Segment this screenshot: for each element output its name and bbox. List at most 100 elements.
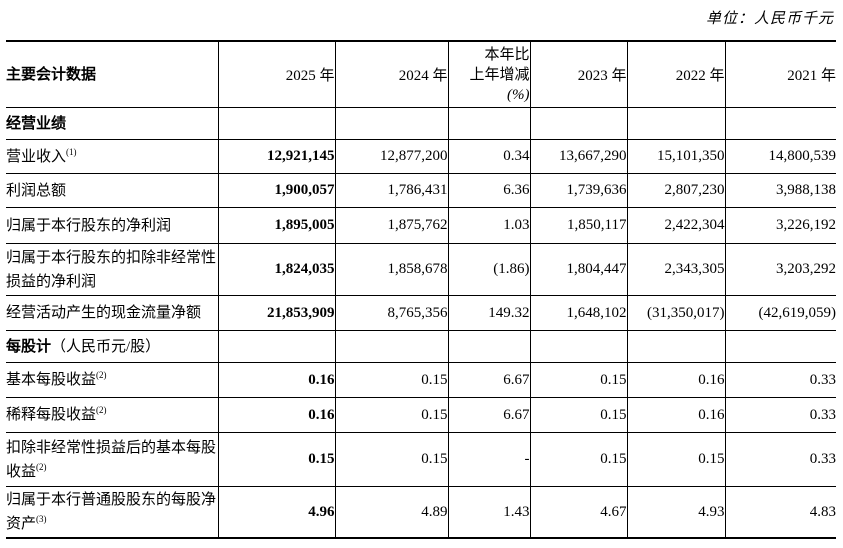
footnote-marker: (1) — [66, 146, 77, 157]
row-label: 经营活动产生的现金流量净额 — [6, 295, 218, 331]
header-yoy-line3: (%) — [507, 86, 530, 103]
table-cell — [334, 107, 448, 140]
table-cell: 1,824,035 — [217, 243, 335, 296]
table-cell — [529, 330, 627, 363]
section-label: 经营业绩 — [6, 107, 218, 140]
table-cell: 1,786,431 — [334, 173, 448, 208]
table-cell: 0.33 — [724, 362, 836, 398]
table-cell: 21,853,909 — [217, 295, 335, 331]
table-cell — [447, 107, 530, 140]
footnote-marker: (2) — [96, 405, 107, 415]
table-cell — [529, 107, 627, 140]
table-cell — [626, 107, 725, 140]
table-cell: 1,739,636 — [529, 173, 627, 208]
table-cell — [217, 107, 335, 140]
table-cell: 12,921,145 — [217, 139, 335, 174]
table-cell: 2,807,230 — [626, 173, 725, 208]
table-cell: - — [447, 432, 530, 487]
table-cell: 149.32 — [447, 295, 530, 331]
row-label: 扣除非经常性损益后的基本每股收益(2) — [6, 432, 218, 487]
section-title: 每股计 — [6, 338, 52, 355]
table-cell: 0.15 — [529, 362, 627, 398]
table-cell: 3,988,138 — [724, 173, 836, 208]
row-label-text: 归属于本行股东的扣除非经常性损益的净利润 — [6, 249, 217, 290]
table-cell: 2,422,304 — [626, 207, 725, 244]
table-cell: 3,226,192 — [724, 207, 836, 244]
table-cell: (1.86) — [447, 243, 530, 296]
row-label: 稀释每股收益(2) — [6, 397, 218, 433]
table-cell — [724, 107, 836, 140]
key-accounting-data-table: 主要会计数据 2025 年 2024 年 本年比 上年增减 (%) 2023 年… — [6, 40, 836, 539]
table-cell — [217, 330, 335, 363]
table-cell: 1,875,762 — [334, 207, 448, 244]
table-cell: 3,203,292 — [724, 243, 836, 296]
table-cell: 6.36 — [447, 173, 530, 208]
row-label: 利润总额 — [6, 173, 218, 208]
section-row-per-share: 每股计（人民币元/股） — [6, 330, 836, 363]
section-suffix: （人民币元/股） — [51, 338, 161, 355]
header-main-title: 主要会计数据 — [6, 41, 218, 108]
table-cell: 4.96 — [217, 486, 335, 539]
table-cell: 14,800,539 — [724, 139, 836, 174]
row-label: 营业收入(1) — [6, 139, 218, 174]
table-cell: 15,101,350 — [626, 139, 725, 174]
table-cell: 1.43 — [447, 486, 530, 539]
table-row-net-assets-per-share: 归属于本行普通股股东的每股净资产(3) 4.96 4.89 1.43 4.67 … — [6, 486, 836, 539]
section-row-operating-results: 经营业绩 — [6, 107, 836, 140]
table-cell: 0.16 — [626, 362, 725, 398]
table-cell: 0.15 — [529, 397, 627, 433]
table-cell: 1,858,678 — [334, 243, 448, 296]
table-cell: (42,619,059) — [724, 295, 836, 331]
table-row-diluted-eps: 稀释每股收益(2) 0.16 0.15 6.67 0.15 0.16 0.33 — [6, 397, 836, 433]
table-cell: 0.15 — [529, 432, 627, 487]
row-label: 归属于本行普通股股东的每股净资产(3) — [6, 486, 218, 539]
table-cell: 4.67 — [529, 486, 627, 539]
table-cell: 0.33 — [724, 432, 836, 487]
row-label: 基本每股收益(2) — [6, 362, 218, 398]
row-label-text: 基本每股收益 — [6, 372, 97, 388]
table-cell: 1,850,117 — [529, 207, 627, 244]
section-label: 每股计（人民币元/股） — [6, 330, 218, 363]
row-label: 归属于本行股东的扣除非经常性损益的净利润 — [6, 243, 218, 296]
table-cell: (31,350,017) — [626, 295, 725, 331]
table-row-operating-cash-flow: 经营活动产生的现金流量净额 21,853,909 8,765,356 149.3… — [6, 295, 836, 331]
table-cell: 1,900,057 — [217, 173, 335, 208]
row-label-text: 稀释每股收益 — [6, 407, 97, 423]
header-year-2024: 2024 年 — [334, 41, 448, 108]
table-row-net-profit-excl-nonrecurring: 归属于本行股东的扣除非经常性损益的净利润 1,824,035 1,858,678… — [6, 243, 836, 296]
table-cell: 4.83 — [724, 486, 836, 539]
table-cell — [724, 330, 836, 363]
table-row-basic-eps-excl-nonrecurring: 扣除非经常性损益后的基本每股收益(2) 0.15 0.15 - 0.15 0.1… — [6, 432, 836, 487]
header-year-2022: 2022 年 — [626, 41, 725, 108]
table-cell: 0.15 — [334, 397, 448, 433]
table-cell: 6.67 — [447, 362, 530, 398]
table-row-operating-income: 营业收入(1) 12,921,145 12,877,200 0.34 13,66… — [6, 139, 836, 174]
table-cell: 0.16 — [626, 397, 725, 433]
table-cell: 0.16 — [217, 397, 335, 433]
table-cell: 0.33 — [724, 397, 836, 433]
row-label-text: 归属于本行股东的净利润 — [6, 217, 172, 234]
header-year-2025: 2025 年 — [217, 41, 335, 108]
table-cell: 4.93 — [626, 486, 725, 539]
row-label: 归属于本行股东的净利润 — [6, 207, 218, 244]
header-year-2023: 2023 年 — [529, 41, 627, 108]
table-cell: 4.89 — [334, 486, 448, 539]
table-row-net-profit-attributable: 归属于本行股东的净利润 1,895,005 1,875,762 1.03 1,8… — [6, 207, 836, 244]
table-cell: 1,895,005 — [217, 207, 335, 244]
table-cell: 0.15 — [334, 432, 448, 487]
table-cell: 0.15 — [334, 362, 448, 398]
table-cell: 13,667,290 — [529, 139, 627, 174]
footnote-marker: (3) — [36, 514, 47, 524]
table-cell — [334, 330, 448, 363]
table-cell: 2,343,305 — [626, 243, 725, 296]
section-title: 经营业绩 — [6, 115, 67, 132]
header-yoy-change: 本年比 上年增减 (%) — [447, 41, 530, 108]
table-cell: 0.15 — [217, 432, 335, 487]
table-cell — [447, 330, 530, 363]
table-row-total-profit: 利润总额 1,900,057 1,786,431 6.36 1,739,636 … — [6, 173, 836, 208]
table-header-row: 主要会计数据 2025 年 2024 年 本年比 上年增减 (%) 2023 年… — [6, 41, 836, 108]
row-label-text: 归属于本行普通股股东的每股净资产 — [6, 492, 217, 532]
row-label-text: 营业收入 — [6, 148, 67, 165]
row-label-text: 经营活动产生的现金流量净额 — [6, 305, 202, 321]
